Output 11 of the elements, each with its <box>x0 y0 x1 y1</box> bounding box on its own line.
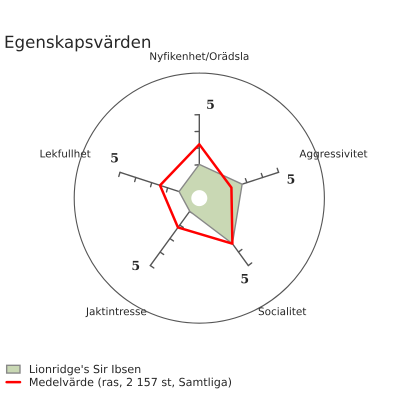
spoke-label: Jaktintresse <box>85 307 146 318</box>
text: 5 <box>132 260 140 270</box>
legend-label: Medelvärde (ras, 2 157 st, Samtliga) <box>30 378 232 388</box>
chart-title: Egenskapsvärden <box>6 35 150 52</box>
text: 5 <box>207 100 214 110</box>
legend-label: Lionridge's Sir Ibsen <box>30 364 140 376</box>
text: 5 <box>111 153 118 162</box>
text: 5 <box>241 274 248 284</box>
spoke-label: Socialitet <box>258 307 306 316</box>
text: 5 <box>288 174 294 184</box>
spoke-label: Nyfikenhet/Orädsla <box>150 52 248 62</box>
